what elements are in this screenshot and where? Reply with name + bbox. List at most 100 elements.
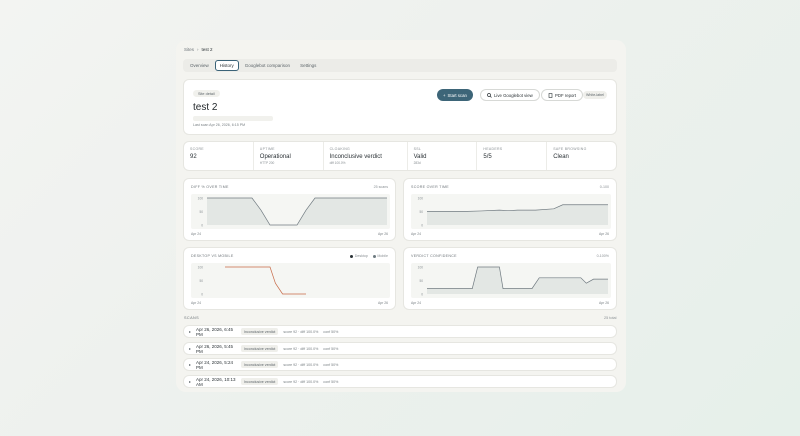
chart-meta: 25 scans — [373, 185, 388, 189]
breadcrumb: Sites › test 2 — [184, 47, 213, 52]
chart-title: Diff % over time — [191, 185, 229, 189]
series-area — [427, 204, 608, 225]
series-line — [427, 266, 608, 289]
metric-label: Uptime — [259, 147, 275, 151]
y-tick-label: 50 — [199, 279, 203, 283]
breadcrumb-sites-link[interactable]: Sites — [184, 47, 195, 52]
metric-label: SSL — [413, 147, 422, 151]
expand-caret-icon[interactable]: ▸ — [189, 346, 192, 351]
scan-confidence: conf 50% — [323, 329, 339, 334]
legend-mobile: Mobile — [372, 254, 388, 258]
metric-sub: 283d — [413, 161, 421, 165]
legend-desktop: Desktop — [350, 254, 368, 258]
expand-caret-icon[interactable]: ▸ — [189, 362, 192, 367]
start-scan-button[interactable]: + Start scan — [437, 89, 473, 101]
chart-plot: 100 50 0 — [411, 263, 611, 298]
y-tick-label: 100 — [198, 196, 204, 200]
scan-date: Apr 26, 2026, 6:45 PM — [196, 326, 234, 337]
chart-svg: 100 50 0 — [198, 265, 306, 296]
scan-date: Apr 24, 2026, 10:13 AM — [196, 376, 236, 387]
metric-score: Score 92 — [184, 142, 254, 170]
metric-ssl: SSL Valid 283d — [408, 142, 478, 170]
metric-value: Operational — [259, 153, 291, 160]
metric-value: Valid — [413, 153, 427, 160]
verdict-badge: Inconclusive verdict — [241, 328, 279, 335]
site-url-placeholder — [193, 116, 273, 121]
chart-plot: 100 50 0 — [191, 263, 390, 298]
metric-value: 92 — [190, 153, 197, 160]
page-title: test 2 — [193, 102, 218, 113]
x-axis-start: Apr 24 — [191, 232, 201, 236]
white-label-button[interactable]: White-label — [583, 91, 607, 99]
y-tick-label: 100 — [418, 196, 424, 200]
y-tick-label: 100 — [198, 265, 204, 269]
metric-uptime: Uptime Operational HTTP 200 — [254, 142, 324, 170]
search-icon — [487, 92, 492, 98]
metric-value: Clean — [553, 153, 569, 160]
chart-meta: 0-100 — [599, 185, 609, 189]
series-area — [207, 198, 387, 225]
x-axis-end: Apr 26 — [599, 301, 609, 305]
chart-svg: 100 50 0 — [198, 196, 387, 227]
chart-plot: 100 50 0 — [191, 194, 390, 229]
scans-count: 25 total — [604, 316, 617, 320]
metrics-strip: Score 92 Uptime Operational HTTP 200 Clo… — [183, 141, 617, 171]
expand-caret-icon[interactable]: ▸ — [189, 379, 192, 384]
live-view-label: Live Googlebot view — [494, 92, 533, 98]
y-tick-label: 100 — [418, 265, 424, 269]
site-header-card: Site detail test 2 Last scan Apr 26, 202… — [183, 79, 617, 135]
chart-title: Score over time — [411, 185, 449, 189]
score-over-time-chart: Score over time 0-100 100 50 0 Apr 24 Apr … — [403, 178, 617, 241]
metric-label: Headers — [483, 147, 503, 151]
live-googlebot-view-button[interactable]: Live Googlebot view — [480, 89, 540, 101]
pdf-report-label: PDF report — [555, 92, 577, 98]
desktop-vs-mobile-chart: Desktop vs mobile Desktop Mobile 100 50 0 … — [183, 247, 396, 310]
tab-googlebot-comparison[interactable]: Googlebot comparison — [244, 63, 291, 68]
scan-date: Apr 26, 2026, 5:45 PM — [196, 343, 234, 354]
breadcrumb-current: test 2 — [201, 47, 213, 52]
metric-sub: HTTP 200 — [259, 161, 275, 165]
scan-confidence: conf 50% — [323, 362, 339, 367]
y-tick-label: 50 — [419, 279, 423, 283]
chart-title: Desktop vs mobile — [191, 254, 234, 258]
metric-label: Cloaking — [329, 147, 351, 151]
metric-value: 5/5 — [483, 153, 492, 160]
metric-cloaking: Cloaking Inconclusive verdict diff 100.0… — [324, 142, 408, 170]
x-axis-end: Apr 26 — [599, 232, 609, 236]
plus-icon: + — [443, 92, 446, 98]
white-label-label: White-label — [586, 93, 604, 97]
scan-row[interactable]: ▸ Apr 26, 2026, 5:45 PM Inconclusive ver… — [183, 342, 617, 355]
breadcrumb-separator: › — [197, 47, 199, 52]
y-tick-label: 50 — [199, 210, 203, 214]
y-tick-label: 0 — [421, 292, 423, 296]
scan-confidence: conf 50% — [323, 379, 339, 384]
metric-sub: diff 100.0% — [329, 161, 346, 165]
series-line-desktop — [225, 266, 306, 295]
scan-score: score 92 · diff 100.0% — [283, 379, 319, 384]
series-area — [427, 267, 608, 294]
series-line — [427, 204, 608, 212]
metric-label: Score — [190, 147, 204, 151]
tab-overview[interactable]: Overview — [190, 63, 209, 68]
scan-date: Apr 24, 2026, 5:24 PM — [196, 359, 234, 370]
scan-row[interactable]: ▸ Apr 24, 2026, 10:13 AM Inconclusive ve… — [183, 375, 617, 388]
x-axis-end: Apr 26 — [378, 232, 388, 236]
chart-plot: 100 50 0 — [411, 194, 611, 229]
expand-caret-icon[interactable]: ▸ — [189, 329, 192, 334]
chart-title: Verdict confidence — [411, 254, 457, 258]
verdict-badge: Inconclusive verdict — [241, 345, 279, 352]
scans-heading: SCANS — [184, 316, 200, 320]
scan-score: score 92 · diff 100.0% — [283, 346, 319, 351]
x-axis-start: Apr 24 — [191, 301, 201, 305]
scan-row[interactable]: ▸ Apr 26, 2026, 6:45 PM Inconclusive ver… — [183, 325, 617, 338]
tab-bar: Overview History Googlebot comparison Se… — [183, 59, 617, 72]
scan-score: score 92 · diff 100.0% — [283, 362, 319, 367]
tab-settings[interactable]: Settings — [300, 63, 317, 68]
document-icon — [548, 92, 553, 98]
scan-row[interactable]: ▸ Apr 24, 2026, 5:24 PM Inconclusive ver… — [183, 358, 617, 371]
pdf-report-button[interactable]: PDF report — [541, 89, 584, 101]
tab-history[interactable]: History — [214, 60, 239, 71]
verdict-badge: Inconclusive verdict — [241, 378, 279, 385]
y-tick-label: 0 — [421, 223, 423, 227]
chart-meta: 0-100% — [596, 254, 609, 258]
